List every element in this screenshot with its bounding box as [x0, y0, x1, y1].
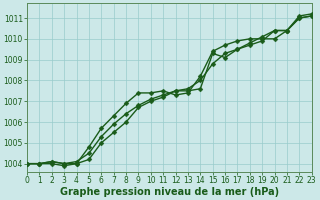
X-axis label: Graphe pression niveau de la mer (hPa): Graphe pression niveau de la mer (hPa) — [60, 187, 279, 197]
